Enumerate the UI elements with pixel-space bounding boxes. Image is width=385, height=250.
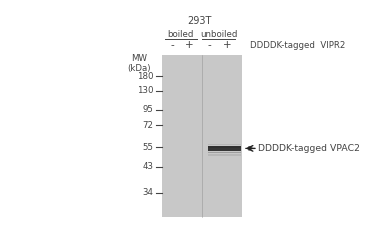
- Bar: [208, 154, 241, 156]
- Text: 180: 180: [137, 72, 153, 81]
- Text: 95: 95: [142, 106, 153, 114]
- Bar: [208, 146, 241, 148]
- Text: 72: 72: [142, 121, 153, 130]
- Bar: [208, 146, 241, 150]
- Text: -: -: [208, 40, 212, 50]
- Text: DDDDK-tagged  VIPR2: DDDDK-tagged VIPR2: [249, 41, 345, 50]
- Text: 293T: 293T: [187, 16, 212, 26]
- Bar: [208, 152, 241, 154]
- Text: 43: 43: [142, 162, 153, 171]
- Text: 55: 55: [142, 143, 153, 152]
- Text: boiled: boiled: [167, 30, 194, 39]
- Text: -: -: [170, 40, 174, 50]
- Bar: [208, 144, 241, 146]
- Text: unboiled: unboiled: [200, 30, 238, 39]
- Text: 130: 130: [137, 86, 153, 95]
- Bar: [162, 55, 242, 217]
- Text: MW
(kDa): MW (kDa): [127, 54, 151, 74]
- Text: DDDDK-tagged VPAC2: DDDDK-tagged VPAC2: [258, 144, 360, 153]
- Text: 34: 34: [142, 188, 153, 197]
- Text: +: +: [223, 40, 232, 50]
- Text: +: +: [186, 40, 194, 50]
